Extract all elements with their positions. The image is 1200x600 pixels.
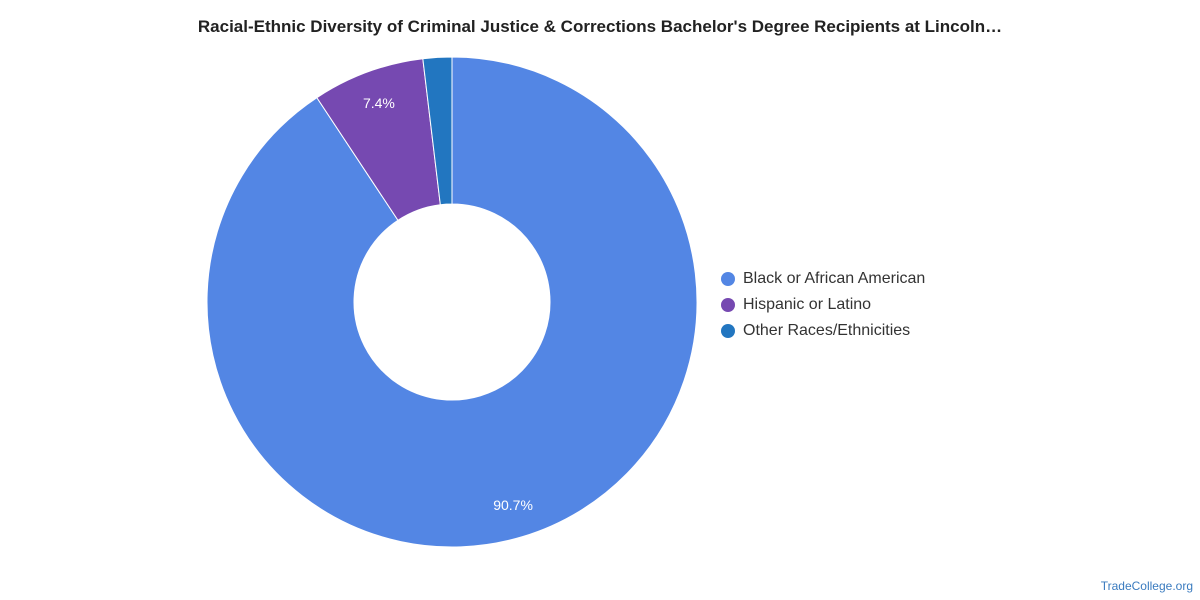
legend-item-black-african-american[interactable]: Black or African American <box>721 266 925 292</box>
donut-slice-black-or-african-american[interactable] <box>206 56 698 548</box>
slice-data-label: 90.7% <box>493 497 533 513</box>
legend-marker <box>721 298 735 312</box>
legend: Black or African American Hispanic or La… <box>721 266 925 344</box>
legend-label: Other Races/Ethnicities <box>743 322 911 339</box>
chart-title: Racial-Ethnic Diversity of Criminal Just… <box>197 17 1003 36</box>
legend-label: Hispanic or Latino <box>743 296 872 313</box>
legend-label: Black or African American <box>743 270 926 287</box>
donut-slice-other-races-ethnicities[interactable] <box>422 56 453 206</box>
slice-data-label: 7.4% <box>363 95 395 111</box>
legend-marker <box>721 324 735 338</box>
legend-item-other-races[interactable]: Other Races/Ethnicities <box>721 318 925 344</box>
legend-marker <box>721 272 735 286</box>
legend-item-hispanic-latino[interactable]: Hispanic or Latino <box>721 292 925 318</box>
source-credit[interactable]: TradeCollege.org <box>1100 579 1193 593</box>
